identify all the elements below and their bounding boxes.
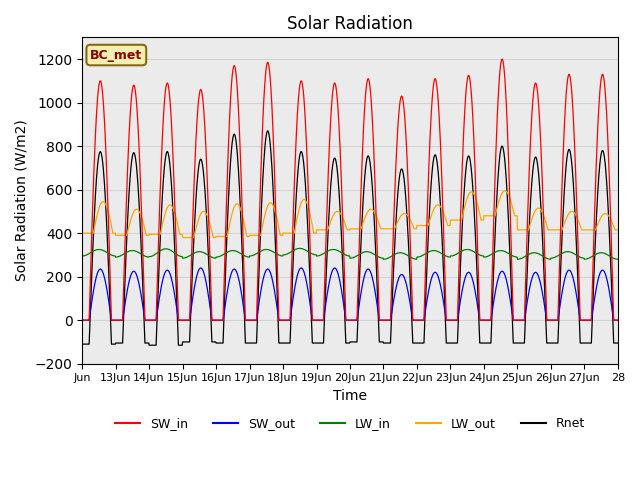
LW_out (501, 188, 509, 193)
LW_in (614, 256, 621, 262)
LW_in (477, 252, 484, 258)
Rnet (78, 341, 86, 347)
Legend: SW_in, SW_out, LW_in, LW_out, Rnet: SW_in, SW_out, LW_in, LW_out, Rnet (110, 412, 590, 435)
SW_out (614, 317, 621, 323)
SW_in (499, 56, 506, 62)
LW_out (607, 217, 615, 223)
Rnet (163, 151, 170, 156)
LW_in (380, 256, 387, 262)
LW_in (296, 245, 303, 251)
SW_in (162, 84, 170, 90)
Rnet (607, 276, 615, 281)
SW_in (614, 317, 621, 323)
LW_out (614, 227, 621, 233)
SW_out (78, 317, 86, 323)
SW_in (555, 293, 563, 299)
Line: Rnet: Rnet (82, 131, 618, 345)
Rnet (337, 209, 344, 215)
LW_out (326, 221, 333, 227)
SW_out (162, 268, 170, 274)
Rnet (145, 342, 153, 348)
SW_in (607, 223, 615, 229)
LW_in (336, 249, 344, 254)
SW_out (476, 317, 484, 323)
LW_in (326, 247, 333, 253)
Title: Solar Radiation: Solar Radiation (287, 15, 413, 33)
SW_out (555, 312, 563, 318)
Line: SW_out: SW_out (82, 268, 618, 320)
LW_out (476, 213, 484, 218)
LW_out (336, 210, 344, 216)
SW_out (197, 265, 205, 271)
LW_in (555, 252, 563, 258)
Rnet (264, 128, 271, 134)
Y-axis label: Solar Radiation (W/m2): Solar Radiation (W/m2) (15, 120, 29, 281)
Line: LW_out: LW_out (82, 191, 618, 238)
Text: BC_met: BC_met (90, 48, 143, 61)
SW_in (326, 142, 333, 147)
Rnet (326, 192, 334, 197)
LW_out (78, 230, 86, 236)
Rnet (614, 340, 621, 346)
SW_in (78, 317, 86, 323)
SW_out (336, 278, 344, 284)
Rnet (555, 312, 563, 317)
SW_out (326, 277, 333, 283)
LW_in (162, 246, 170, 252)
LW_out (179, 235, 186, 240)
X-axis label: Time: Time (333, 389, 367, 403)
SW_in (476, 317, 484, 323)
LW_in (607, 254, 615, 260)
SW_in (336, 134, 344, 140)
LW_in (78, 253, 86, 259)
SW_out (607, 298, 615, 304)
Line: LW_in: LW_in (82, 248, 618, 259)
Rnet (477, 340, 484, 346)
Line: SW_in: SW_in (82, 59, 618, 320)
LW_out (555, 227, 563, 233)
LW_out (162, 208, 170, 214)
